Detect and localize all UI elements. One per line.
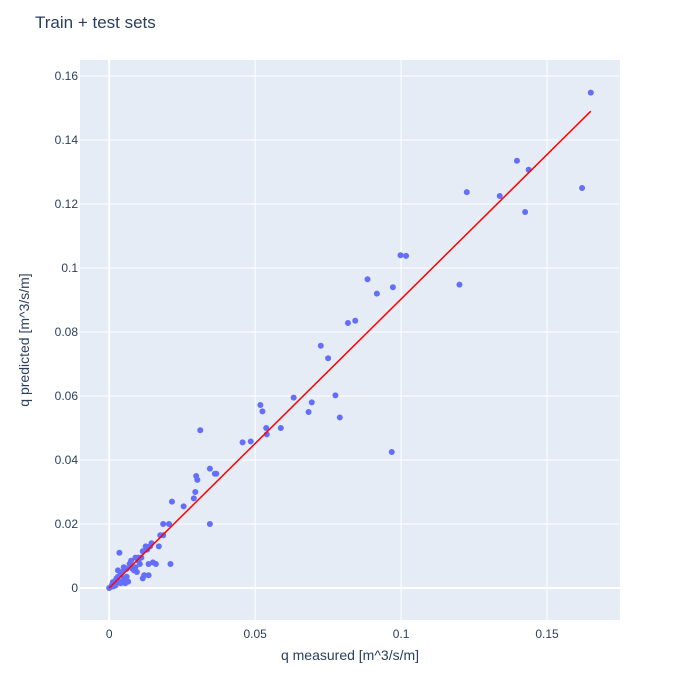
data-point	[133, 569, 140, 575]
data-point	[352, 317, 359, 324]
data-point	[152, 561, 159, 567]
data-point	[587, 89, 594, 96]
y-tick-label: 0.1	[61, 261, 78, 275]
data-point	[257, 401, 264, 408]
data-point	[192, 489, 199, 495]
data-point	[305, 409, 312, 415]
y-tick-label: 0.14	[55, 133, 79, 147]
data-point	[397, 252, 404, 259]
data-point	[168, 498, 175, 505]
tick-labels: 0 0.05 0.1 0.15 0 0.02 0.04 0.06 0.08 0.1 0.12 0.14…	[55, 69, 559, 641]
data-point	[206, 465, 213, 472]
data-point	[145, 572, 152, 579]
data-point	[373, 290, 380, 297]
y-tick-label: 0	[71, 581, 78, 595]
data-point	[317, 342, 324, 349]
data-point	[277, 425, 284, 431]
data-point	[167, 561, 174, 567]
data-point	[141, 572, 148, 579]
plot-area	[106, 89, 594, 591]
y-tick-label: 0.16	[55, 69, 79, 83]
data-point	[308, 399, 315, 406]
data-point	[456, 281, 463, 288]
x-axis-title: q measured [m^3/s/m]	[281, 647, 419, 663]
data-point	[325, 355, 332, 362]
data-point	[116, 549, 123, 556]
data-point	[259, 408, 266, 415]
y-tick-label: 0.12	[55, 197, 79, 211]
data-point	[239, 439, 246, 446]
x-tick-label: 0	[106, 627, 113, 641]
data-point	[579, 185, 586, 191]
data-points	[106, 89, 594, 591]
fit-line	[108, 110, 592, 589]
data-point	[160, 521, 167, 527]
data-point	[155, 543, 162, 550]
y-tick-label: 0.08	[55, 325, 79, 339]
data-point	[117, 580, 124, 587]
data-point	[332, 392, 339, 399]
data-point	[463, 189, 470, 196]
data-point	[344, 320, 351, 327]
data-point	[389, 284, 396, 291]
y-tick-label: 0.02	[55, 517, 79, 531]
data-point	[388, 449, 395, 455]
data-point	[364, 276, 371, 283]
y-tick-label: 0.06	[55, 389, 79, 403]
data-point	[128, 557, 135, 564]
data-point	[180, 503, 187, 510]
grid-lines	[80, 60, 620, 620]
data-point	[123, 573, 130, 580]
data-point	[263, 425, 270, 431]
data-point	[213, 470, 220, 477]
data-point	[513, 157, 520, 164]
data-point	[496, 193, 503, 199]
data-point	[522, 209, 529, 215]
data-point	[290, 394, 297, 401]
data-point	[125, 578, 132, 585]
y-tick-label: 0.04	[55, 453, 79, 467]
chart-title: Train + test sets	[35, 13, 156, 32]
x-tick-label: 0.1	[393, 627, 410, 641]
data-point	[336, 414, 343, 421]
data-point	[132, 564, 139, 571]
data-point	[190, 495, 197, 502]
data-point	[136, 561, 143, 567]
data-point	[403, 252, 410, 259]
data-point	[123, 565, 130, 572]
data-point	[194, 476, 201, 483]
y-axis-title: q predicted [m^3/s/m]	[16, 273, 32, 406]
data-point	[206, 521, 213, 527]
fit-line-group	[108, 110, 592, 589]
data-point	[138, 554, 145, 561]
x-tick-label: 0.05	[243, 627, 267, 641]
x-tick-label: 0.15	[535, 627, 559, 641]
data-point	[247, 438, 254, 445]
data-point	[197, 427, 204, 434]
data-point	[166, 521, 173, 527]
